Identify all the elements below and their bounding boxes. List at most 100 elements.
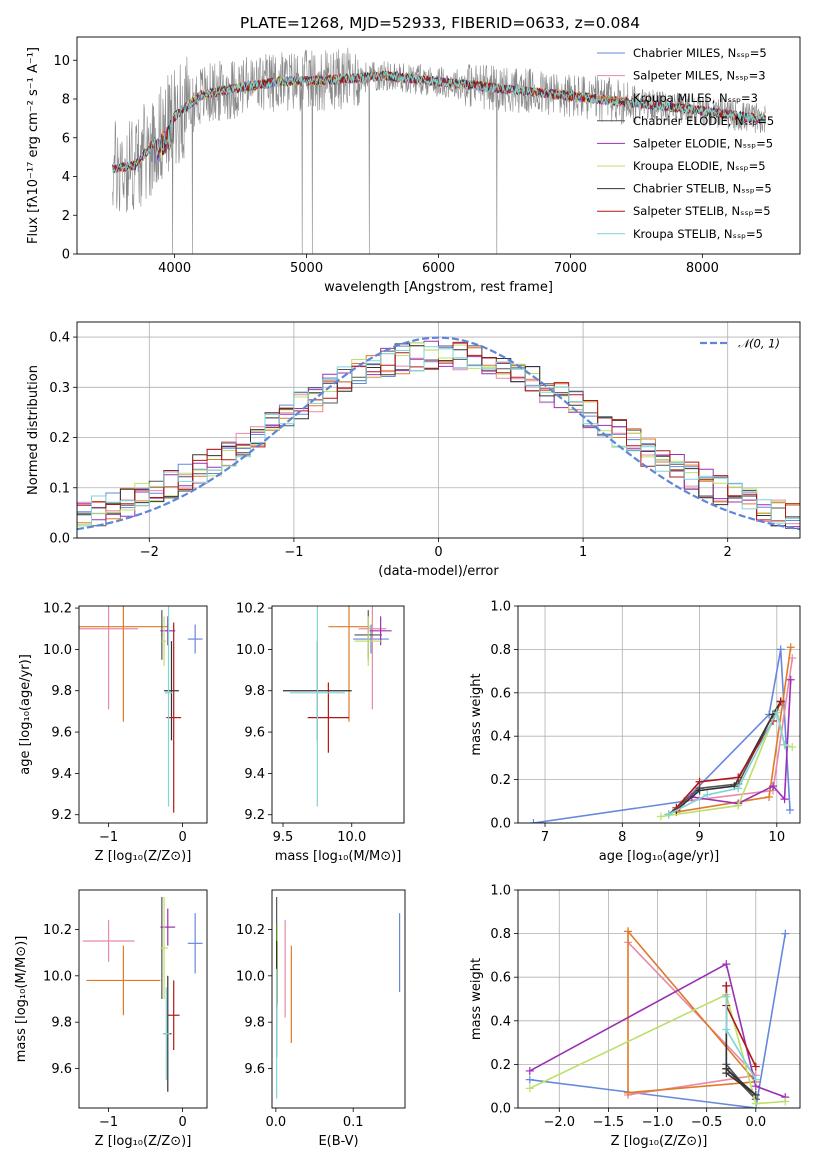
y-axis-label: age [log₁₀(age/yr)] (18, 654, 33, 775)
axes-frame (76, 36, 801, 255)
y-tick-label: 1.0 (490, 884, 511, 899)
x-axis-label: Z [log₁₀(Z/Z⊙)] (95, 849, 192, 864)
gaussian-curve (77, 336, 800, 531)
weight-point-k_elodie (525, 1084, 534, 1093)
axes-frame (78, 889, 208, 1109)
y-axis-label: Flux [fλ10⁻¹⁷ erg cm⁻² s⁻¹ A⁻¹] (26, 47, 41, 244)
weight-point-s_stelib (695, 777, 704, 786)
weight-point-s_stelib (776, 697, 785, 706)
x-tick-label: −1 (99, 1115, 118, 1130)
weight-point-c_stelib (695, 786, 704, 795)
y-tick-label: 10.2 (43, 923, 72, 938)
weight-point-c_miles (781, 929, 790, 938)
y-tick-label: 9.2 (244, 808, 265, 823)
legend-entry-s_miles: Salpeter MILES, Nₛₛₚ=3 (633, 69, 766, 83)
x-tick-label: −1 (99, 830, 118, 845)
plot-area (529, 643, 797, 823)
y-tick-label: 9.8 (244, 684, 265, 699)
x-tick-label: 0 (178, 830, 186, 845)
x-tick-label: 0 (178, 1115, 186, 1130)
y-tick-label: 10.0 (236, 969, 265, 984)
y-tick-label: 10.2 (236, 923, 265, 938)
weight-point-c_stelib (722, 1069, 731, 1078)
y-tick-label: 9.6 (51, 726, 72, 741)
legend: Chabrier MILES, Nₛₛₚ=5 Salpeter MILES, Nₛ… (597, 46, 774, 241)
x-tick-label: 0.0 (745, 1115, 766, 1130)
x-tick-label: 7000 (554, 261, 587, 276)
weight-point-k_stelib (722, 992, 731, 1001)
x-tick-label: 9 (695, 830, 703, 845)
legend-entry-k_stelib: Kroupa STELIB, Nₛₛₚ=5 (633, 227, 763, 241)
legend-entry-k_elodie: Kroupa ELODIE, Nₛₛₚ=5 (633, 159, 766, 173)
weight-point-k_stelib (664, 810, 673, 819)
x-axis-label: Z [log₁₀(Z/Z⊙)] (611, 1134, 708, 1149)
y-tick-label: 6 (62, 131, 70, 146)
x-tick-label: −0.5 (691, 1115, 723, 1130)
chart-mass_weight_vs_age: 7 8 9 10 0.0 0.2 0.4 0.6 0.8 1.0 age [log₁₀(age/yr… (469, 600, 801, 864)
y-tick-label: 0.4 (490, 1014, 511, 1029)
y-tick-label: 0.6 (490, 686, 511, 701)
axes-frame (271, 889, 406, 1109)
chart-mass_vs_Z: −1 0 9.6 9.8 10.0 10.2 Z [log₁₀(Z/Z⊙)] mass [lo… (14, 889, 208, 1149)
x-tick-label: 9.5 (273, 830, 294, 845)
weight-point-s_elodie (525, 1066, 534, 1075)
x-tick-label: 6000 (422, 261, 455, 276)
weight-point-k_stelib (751, 1075, 760, 1084)
weight-point-c_miles (776, 645, 785, 654)
chart-residuals: −2 −1 0 1 2 0.0 0.1 0.2 0.3 0.4 (data-model)/error… (26, 321, 801, 579)
figure-title: PLATE=1268, MJD=52933, FIBERID=0633, z=0… (240, 14, 640, 32)
weight-point-k_elodie (656, 812, 665, 821)
y-tick-label: 9.8 (51, 1016, 72, 1031)
weight-point-k_miles (624, 927, 633, 936)
y-tick-label: 2 (62, 209, 70, 224)
x-tick-label: 5000 (290, 261, 323, 276)
weight-point-s_elodie (786, 675, 795, 684)
x-tick-label: 0 (434, 545, 442, 560)
plot-area (283, 606, 392, 807)
plot-area (112, 47, 767, 254)
weight-point-k_elodie (788, 743, 797, 752)
weight-point-s_stelib (734, 773, 743, 782)
y-tick-label: 0.3 (49, 381, 70, 396)
y-tick-label: 10.0 (43, 969, 72, 984)
y-tick-label: 10.2 (236, 602, 265, 617)
x-tick-label: −2 (140, 545, 159, 560)
axes-frame (76, 321, 801, 539)
chart-mass_weight_vs_Z: −2.0 −1.5 −1.0 −0.5 0.0 0.0 0.2 0.4 0.6 0.8 1.0 Z [… (469, 884, 801, 1149)
y-tick-label: 0.1 (49, 481, 70, 496)
y-tick-label: 9.2 (51, 808, 72, 823)
histogram-s_stelib (77, 342, 800, 538)
y-tick-label: 9.6 (244, 1062, 265, 1077)
y-tick-label: 0.4 (49, 331, 70, 346)
chart-mass_vs_ebv: 0.0 0.1 9.6 9.8 10.0 10.2 E(B-V) (236, 889, 406, 1149)
x-tick-label: 10 (769, 830, 786, 845)
axes-frame (78, 605, 208, 824)
y-axis-label: mass [log₁₀(M/M⊙)] (14, 936, 29, 1063)
y-tick-label: 9.6 (244, 726, 265, 741)
weight-point-c_stelib (751, 1090, 760, 1099)
plot-area (525, 927, 790, 1108)
weight-point-k_stelib (703, 790, 712, 799)
y-axis-label: mass weight (469, 673, 484, 755)
weight-line-k_elodie (529, 993, 786, 1105)
weight-point-k_stelib (722, 1025, 731, 1034)
legend-entry-c_elodie: Chabrier ELODIE, Nₛₛₚ=5 (633, 114, 774, 128)
y-tick-label: 10.0 (236, 643, 265, 658)
y-tick-label: 0.2 (49, 431, 70, 446)
weight-line-k_miles (627, 930, 758, 1094)
weight-line-k_elodie (660, 707, 793, 818)
y-tick-label: 4 (62, 170, 70, 185)
x-axis-label: (data-model)/error (378, 564, 499, 579)
plot-area (82, 896, 203, 1092)
y-tick-label: 0.8 (490, 643, 511, 658)
chart-age_vs_mass: 9.5 10.0 9.2 9.4 9.6 9.8 10.0 10.2 mass [log₁₀(M… (236, 602, 405, 864)
x-axis-label: Z [log₁₀(Z/Z⊙)] (95, 1134, 192, 1149)
legend-entry-s_stelib: Salpeter STELIB, Nₛₛₚ=5 (633, 204, 771, 218)
y-tick-label: 9.8 (51, 684, 72, 699)
legend-entry-c_miles: Chabrier MILES, Nₛₛₚ=5 (633, 46, 767, 60)
x-tick-label: −1 (284, 545, 303, 560)
plot-area (276, 896, 401, 1099)
weight-point-k_stelib (772, 708, 781, 717)
y-tick-label: 1.0 (490, 600, 511, 615)
